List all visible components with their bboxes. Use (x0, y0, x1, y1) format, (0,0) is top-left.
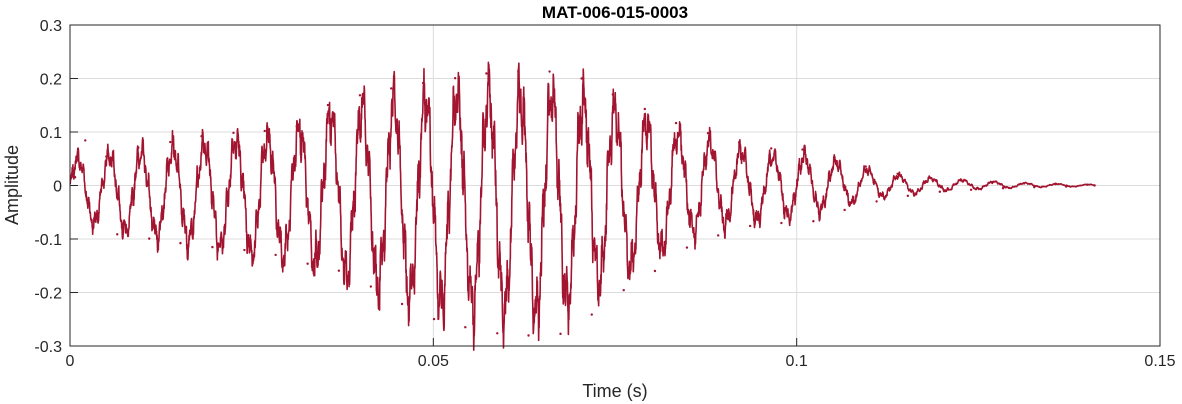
data-point (622, 288, 625, 292)
data-point (716, 234, 720, 237)
data-point (116, 233, 119, 236)
data-point (517, 70, 520, 73)
data-point (812, 220, 815, 223)
data-point (432, 317, 436, 321)
series-line (69, 61, 1096, 351)
data-point (559, 332, 562, 336)
data-point (84, 139, 87, 142)
data-point (496, 332, 499, 335)
data-point (179, 241, 182, 245)
data-point (864, 165, 867, 168)
data-point (833, 156, 836, 159)
x-tick-label: 0.05 (418, 353, 449, 370)
data-point (263, 129, 266, 133)
data-point (548, 70, 551, 73)
series-layer (69, 61, 1096, 351)
x-tick-label: 0.15 (1144, 353, 1175, 370)
data-point (969, 188, 973, 191)
data-point (590, 313, 593, 316)
x-axis-label: Time (s) (582, 381, 647, 401)
data-point (527, 334, 530, 337)
data-point (306, 262, 309, 265)
data-point (580, 77, 583, 80)
data-point (137, 146, 140, 149)
data-point (611, 93, 615, 96)
data-point (1054, 182, 1057, 186)
data-point (653, 269, 657, 273)
data-point (738, 141, 741, 144)
data-point (105, 155, 108, 158)
data-point (843, 208, 846, 212)
data-point (94, 217, 98, 221)
chart-title: MAT-006-015-0003 (542, 3, 688, 22)
y-tick-label: -0.1 (34, 232, 62, 249)
data-point (1001, 187, 1005, 190)
data-point (211, 245, 214, 249)
y-tick-label: 0 (53, 179, 62, 196)
data-point (1022, 182, 1026, 185)
ticks: 0 0.05 0.1 0.15 0.3 0.2 0.1 0 -0.1 -0.2 -0.3 (34, 18, 1175, 370)
data-point (243, 248, 246, 252)
data-point (464, 326, 467, 329)
data-point (748, 224, 752, 228)
y-tick-label: 0.1 (40, 125, 62, 142)
data-point (1033, 185, 1036, 189)
data-point (706, 132, 710, 135)
data-point (990, 180, 994, 184)
y-tick-label: 0.3 (40, 18, 62, 35)
data-point (389, 87, 393, 90)
data-point (875, 200, 878, 203)
data-point (485, 72, 488, 75)
data-point (453, 77, 457, 80)
y-axis-label: Amplitude (2, 145, 22, 225)
x-tick-label: 0.1 (786, 353, 808, 370)
data-point (643, 107, 646, 111)
data-point (1065, 185, 1068, 188)
x-tick-label: 0 (66, 353, 75, 370)
data-point (674, 121, 678, 125)
data-point (232, 131, 235, 135)
data-point (295, 125, 298, 128)
data-point (326, 103, 330, 107)
data-point (959, 179, 963, 182)
data-point (73, 176, 77, 179)
data-point (274, 253, 277, 257)
data-point (1086, 183, 1089, 186)
y-tick-label: -0.3 (34, 339, 62, 356)
data-point (906, 194, 910, 198)
data-point (400, 302, 404, 306)
data-point (685, 246, 689, 249)
data-point (369, 285, 373, 288)
data-point (896, 172, 899, 176)
data-point (169, 140, 172, 144)
data-point (337, 269, 341, 272)
data-point (1093, 184, 1096, 187)
data-point (421, 81, 425, 85)
data-point (148, 237, 151, 240)
data-point (801, 148, 804, 151)
data-point (200, 135, 203, 138)
data-point (780, 221, 783, 225)
data-point (927, 176, 931, 179)
y-tick-label: 0.2 (40, 72, 62, 89)
data-point (770, 147, 773, 150)
data-point (938, 190, 942, 193)
y-tick-label: -0.2 (34, 286, 62, 303)
data-point (358, 94, 362, 97)
series-points (73, 70, 1096, 337)
